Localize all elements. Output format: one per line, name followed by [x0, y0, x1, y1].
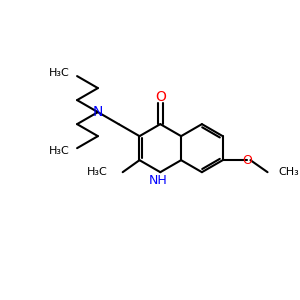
Text: H₃C: H₃C [49, 68, 70, 78]
Text: CH₃: CH₃ [279, 167, 299, 177]
Text: O: O [242, 154, 252, 167]
Text: N: N [93, 105, 103, 119]
Text: NH: NH [149, 174, 168, 187]
Text: H₃C: H₃C [87, 167, 108, 177]
Text: O: O [155, 90, 166, 104]
Text: H₃C: H₃C [49, 146, 70, 156]
